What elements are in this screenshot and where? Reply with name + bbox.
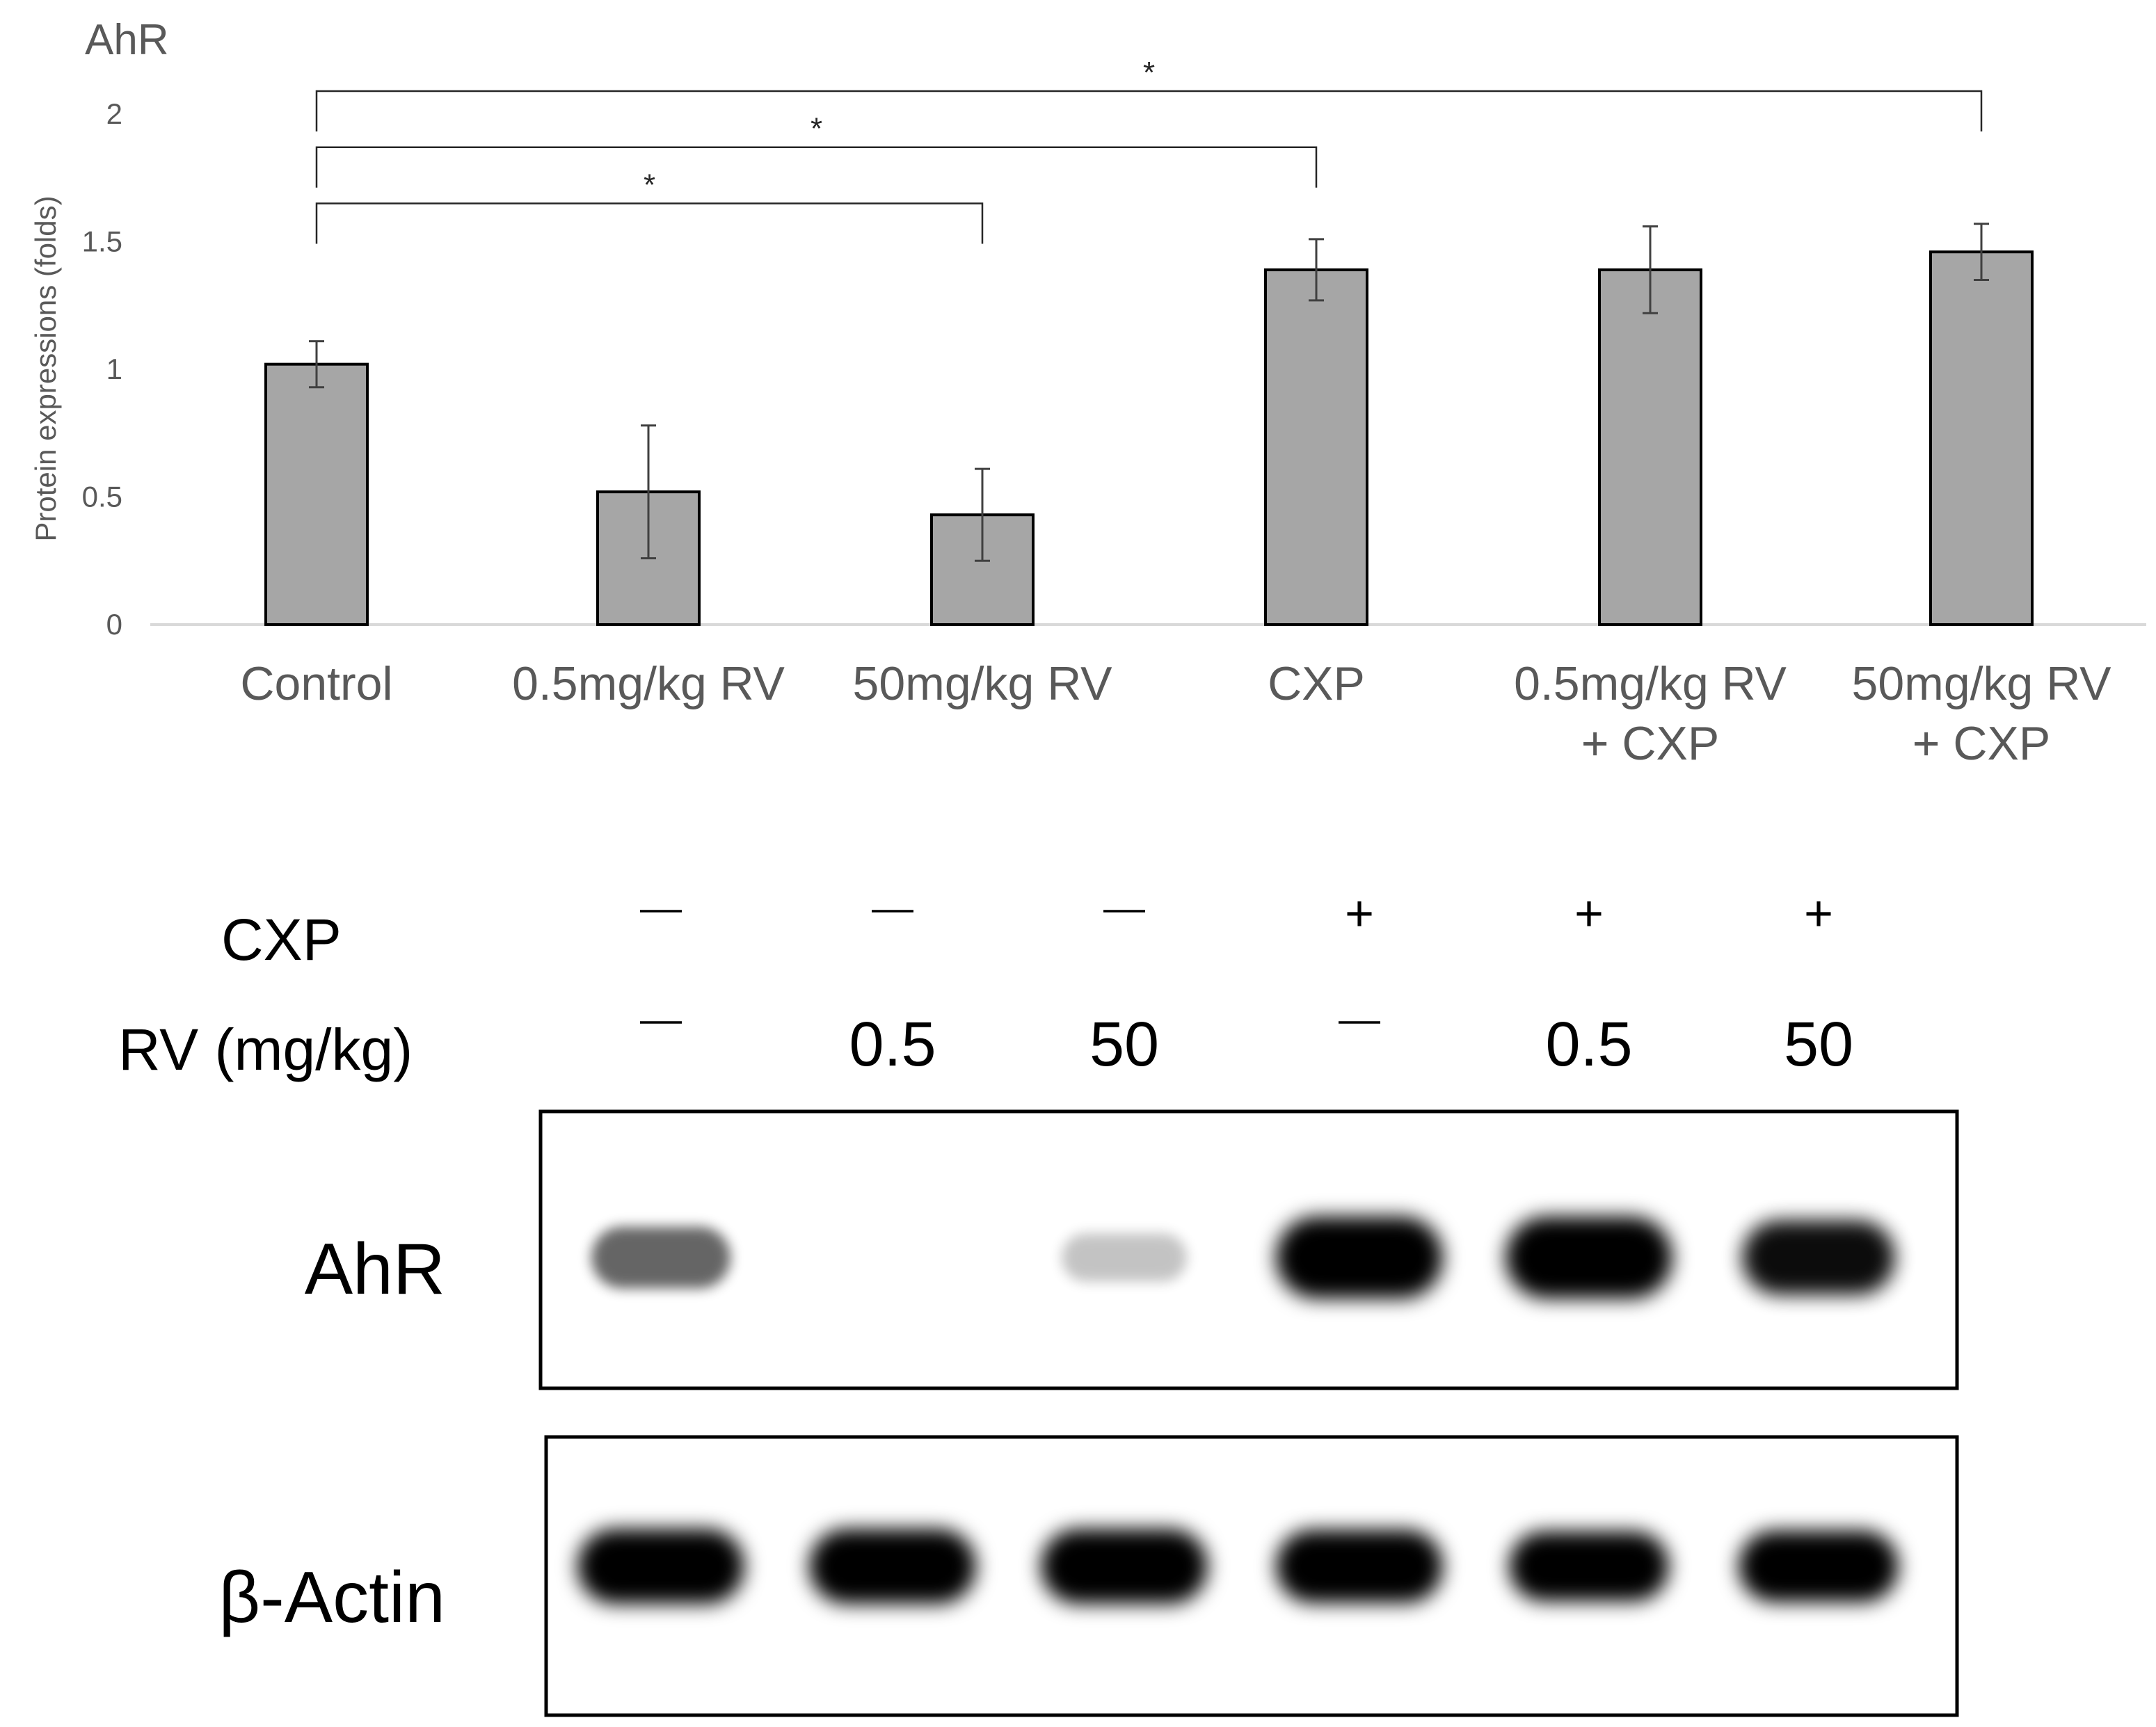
band [1742, 1220, 1895, 1295]
significance-star: * [1143, 56, 1155, 90]
significance-bracket: * [315, 168, 984, 244]
category-label: 0.5mg/kg RV [512, 657, 785, 710]
band [1276, 1216, 1443, 1299]
ahr-blot-label: AhR [305, 1229, 445, 1310]
x-axis-categories: Control 0.5mg/kg RV 50mg/kg RV CXP 0.5mg/kg … [240, 657, 2111, 770]
band [1062, 1233, 1187, 1282]
y-tick-label: 1.5 [82, 225, 122, 258]
significance-star: * [644, 168, 655, 202]
actin-bands [577, 1529, 1899, 1604]
row-value: + [1574, 886, 1604, 942]
category-label: 50mg/kg RV [853, 657, 1113, 710]
y-tick-label: 2 [106, 97, 122, 130]
row-value: 50 [1089, 1010, 1159, 1079]
band [809, 1529, 976, 1604]
category-label: 50mg/kg RV [1852, 657, 2112, 710]
blot-row-label-rv: RV (mg/kg) [118, 1017, 413, 1082]
y-tick-label: 0 [106, 608, 122, 641]
bars [264, 250, 2034, 626]
significance-bracket: * [315, 56, 1983, 131]
category-label: CXP [1268, 657, 1365, 710]
blot-row-values: + + +0.5 50 0.5 50 [640, 886, 1853, 1079]
category-label: + CXP [1913, 717, 2050, 770]
y-tick-label: 0.5 [82, 481, 122, 513]
band [1041, 1529, 1208, 1604]
error-bar [1309, 238, 1324, 302]
bar [264, 362, 369, 626]
bracket-line [315, 90, 1983, 131]
band [577, 1529, 744, 1604]
error-bar [309, 340, 324, 389]
category-label: Control [240, 657, 392, 710]
blot-row-label-cxp: CXP [221, 907, 342, 972]
error-bar [1643, 225, 1658, 314]
row-value: + [1345, 886, 1374, 942]
band [1509, 1531, 1669, 1602]
y-axis-ticks: 0 0.5 1 1.5 2 [82, 97, 122, 641]
bracket-line [315, 202, 984, 244]
significance-bracket: * [315, 112, 1318, 188]
significance-brackets: * * * [315, 56, 1983, 244]
error-bar [975, 467, 990, 562]
row-value: 0.5 [1545, 1010, 1632, 1079]
band [1739, 1530, 1899, 1603]
bar [1929, 250, 2034, 626]
row-value: 0.5 [849, 1010, 936, 1079]
band [1276, 1529, 1443, 1603]
category-label: + CXP [1581, 717, 1719, 770]
bar [1264, 268, 1368, 626]
row-value: 50 [1784, 1010, 1853, 1079]
ahr-blot-panel [538, 1109, 1959, 1390]
chart-title: AhR [85, 16, 169, 64]
bracket-line [315, 146, 1318, 188]
significance-star: * [811, 112, 822, 146]
error-bar [641, 424, 656, 560]
y-tick-label: 1 [106, 353, 122, 385]
actin-blot-panel [544, 1435, 1959, 1717]
y-axis-label: Protein expressions (folds) [29, 195, 62, 541]
band [591, 1226, 730, 1289]
ahr-bands [591, 1216, 1895, 1299]
bar [1598, 268, 1702, 626]
band [1506, 1216, 1672, 1299]
category-label: 0.5mg/kg RV [1514, 657, 1787, 710]
row-value: + [1804, 886, 1833, 942]
error-bars [309, 223, 1989, 562]
actin-blot-label: β-Actin [218, 1557, 445, 1638]
error-bar [1974, 223, 1989, 282]
